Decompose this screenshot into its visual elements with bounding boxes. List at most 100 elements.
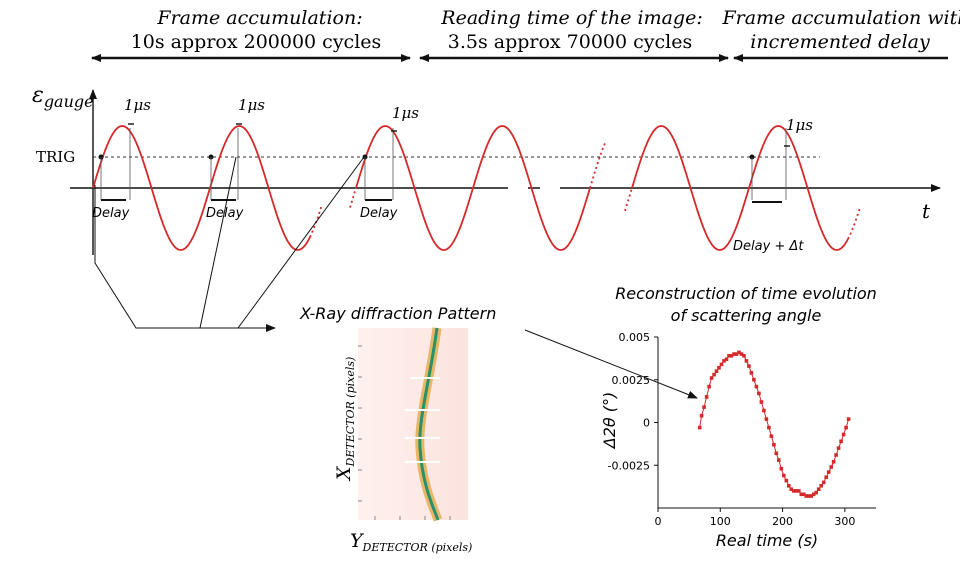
diffraction-gaps [405,377,440,463]
xray-panel: X-Ray diffraction Pattern XDETECTOR (pix… [299,304,698,554]
data-point [709,376,714,380]
sine-segment-1 [92,125,311,251]
pulse-label-1: 1μs [124,96,151,114]
header-right-line1: Frame accumulation with [721,7,960,29]
sine-segment-2 [355,125,591,251]
xray-to-chart-arrow [524,329,698,399]
data-point [831,460,836,464]
data-point [816,487,821,491]
sine-dotted-end-2 [589,142,606,189]
data-point [699,413,704,418]
data-point [784,478,789,483]
chart-title-line1: Reconstruction of time evolution [615,284,877,303]
y-tick-label: -0.0025 [608,459,650,472]
time-axis-label: t [922,199,931,223]
data-point [764,417,769,421]
x-tick-label: 300 [834,515,855,528]
x-tick-label: 100 [710,515,731,528]
series-line [699,351,850,497]
chart-y-label: Δ2θ (°) [600,392,619,450]
pulse-label-4: 1μs [786,116,813,134]
data-point [782,473,786,478]
data-point [737,350,741,355]
data-point [799,492,804,497]
data-point [804,494,808,498]
data-point [729,354,734,358]
chart-ticks: 0 100 200 300 0.005 0.0025 0 -0.0025 [608,331,856,528]
data-point [824,475,828,479]
x-detector-label: XDETECTOR (pixels) [333,357,357,482]
xray-title: X-Ray diffraction Pattern [299,304,496,323]
data-point [697,425,702,430]
data-point [829,465,833,469]
strain-axis-label: εgauge [32,83,94,111]
sine-dotted-end-3 [847,207,861,240]
data-point [801,492,806,497]
data-point [839,439,843,444]
sine-dotted-end-1 [309,204,323,238]
data-point [749,371,754,375]
data-point [811,492,816,497]
connector-1 [94,185,276,332]
diffraction-image-ticks [358,345,451,520]
data-point [777,458,781,462]
data-point [714,369,719,373]
delay-label-3: Delay [360,206,398,221]
trigger-markers [98,123,790,203]
sine-segment-3 [631,125,849,251]
data-point [836,446,841,450]
data-point [754,384,759,389]
data-point [774,451,779,456]
data-point [806,494,811,498]
data-point [727,354,731,358]
pulse-label-2: 1μs [238,96,265,114]
chart-x-label: Real time (s) [716,531,818,550]
y-tick-label: 0.0025 [612,374,651,387]
data-point [846,417,851,421]
data-point [747,364,751,368]
data-point [742,354,746,358]
header-right-line2: incremented delay [750,31,930,53]
data-point [702,405,706,409]
header: Frame accumulation: 10s approx 200000 cy… [91,7,960,62]
data-point [841,432,846,437]
x-tick-label: 200 [772,515,793,528]
diffraction-image [358,328,468,520]
data-point [834,453,838,457]
connector-3 [237,156,365,329]
data-point [722,359,726,363]
header-left-title: Frame accumulation: [156,7,362,29]
data-point [752,377,756,382]
pulse-label-3: 1μs [392,104,419,122]
data-point [819,484,823,488]
data-point [821,480,826,485]
data-point [769,434,774,438]
data-point [814,490,818,495]
chart-series [697,350,851,498]
data-point [809,494,813,498]
data-point [757,391,761,396]
data-point [717,366,721,370]
data-point [762,408,766,413]
data-point [826,470,831,474]
sine-dotted-start-3 [624,187,633,212]
header-left-sub: 10s approx 200000 cycles [131,31,382,53]
data-point [789,487,794,491]
y-tick-label: 0.005 [619,331,651,344]
delay-label-2: Delay [206,206,244,221]
data-point [732,352,736,356]
x-tick-label: 0 [655,515,662,528]
header-mid-title: Reading time of the image: [440,7,702,29]
data-point [787,484,791,488]
data-point [794,489,799,493]
data-point [759,400,764,404]
delay-label-1: Delay [92,206,130,221]
reconstruction-chart: Reconstruction of time evolution of scat… [600,284,877,550]
data-point [744,359,749,363]
chart-title-line2: of scattering angle [671,306,822,325]
y-detector-label: YDETECTOR (pixels) [350,530,472,554]
data-point [739,352,744,356]
data-point [767,425,771,430]
data-point [779,466,784,471]
